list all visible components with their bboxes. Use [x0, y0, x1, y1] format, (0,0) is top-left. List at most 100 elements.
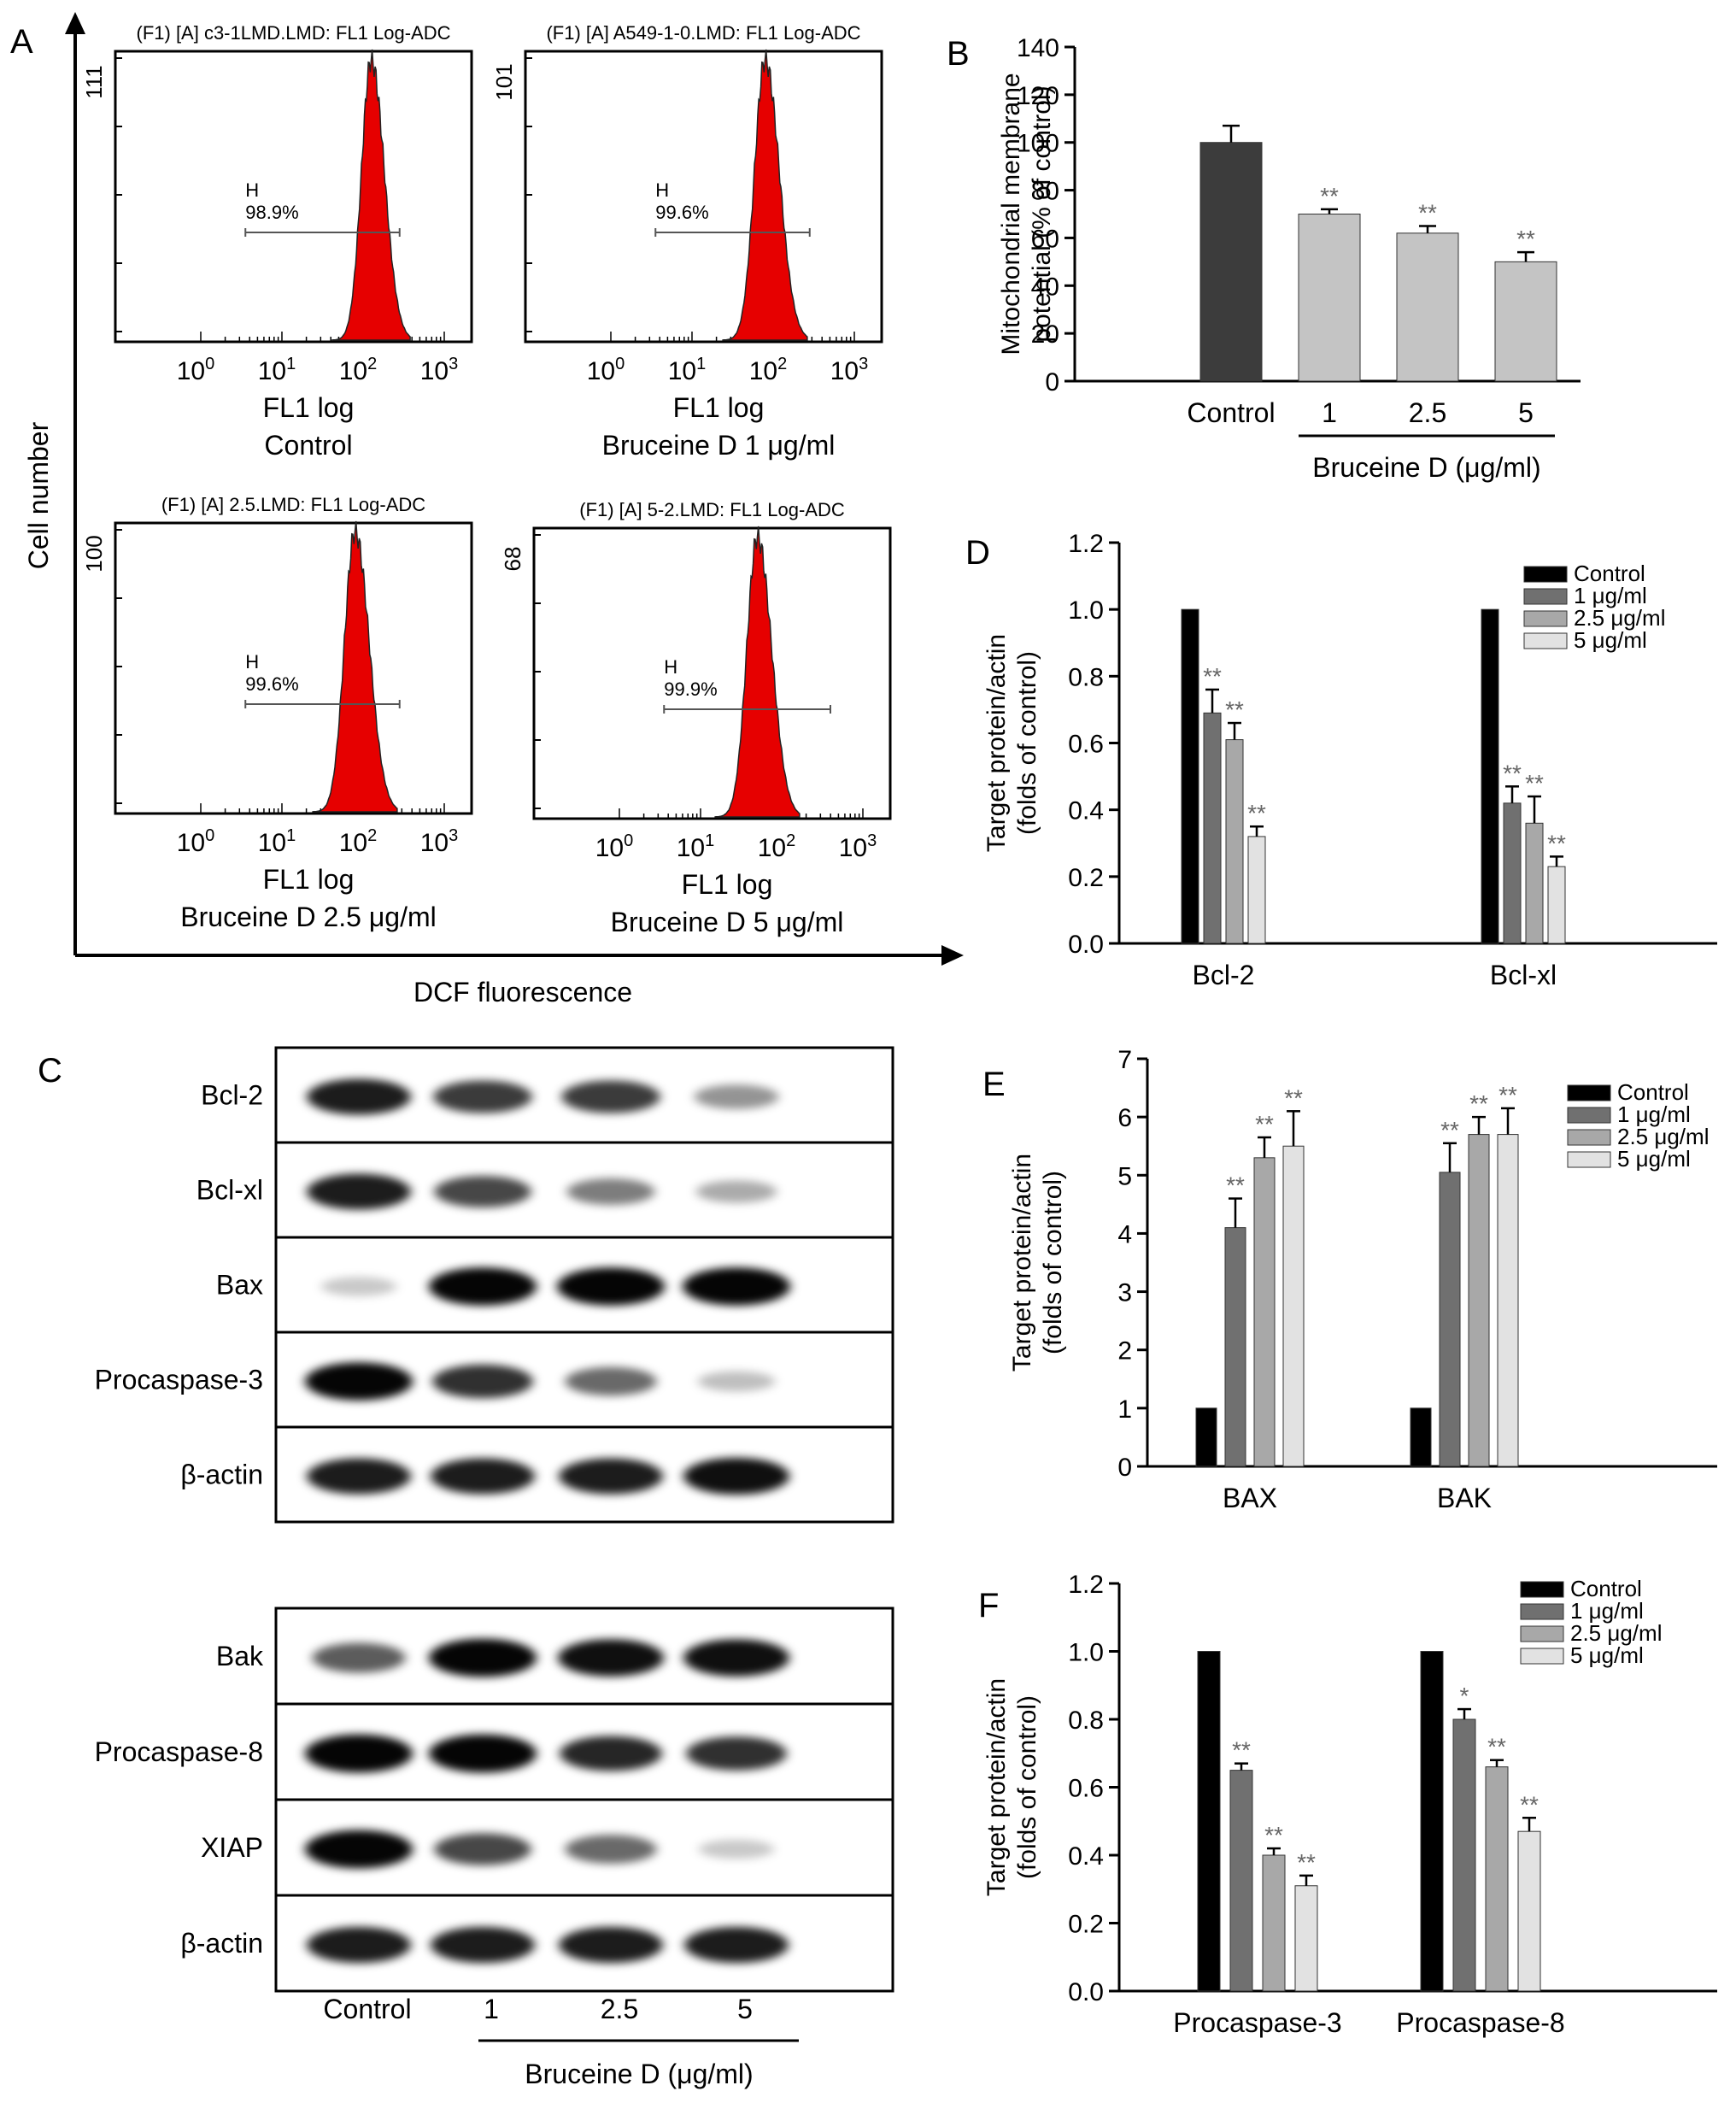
bar-2-5	[1396, 232, 1459, 382]
category-label-2-5: 2.5	[1409, 397, 1446, 428]
panel-letter-b: B	[947, 35, 970, 73]
lane-label-1: 1	[484, 1994, 499, 2024]
bar-bcl-xl-control	[1481, 608, 1499, 944]
category-label-procaspase-3: Procaspase-3	[1173, 2007, 1341, 2038]
legend-label-control: Control	[1574, 561, 1645, 586]
tick-exponent: 1	[286, 355, 296, 373]
tick-exponent: 3	[859, 355, 868, 373]
tick-base: 10	[420, 357, 449, 385]
tick-base: 10	[595, 834, 624, 862]
histogram-frame	[114, 521, 473, 815]
y-axis-label: Target protein/actin	[982, 634, 1011, 852]
legend-swatch-1-g-ml	[1567, 1107, 1611, 1124]
histogram-peak	[312, 520, 398, 813]
significance-marker: **	[1247, 800, 1266, 826]
significance-marker: **	[1418, 199, 1437, 226]
tick-base: 10	[177, 829, 205, 857]
y-tick-label: 0.6	[1068, 1775, 1104, 1803]
y-axis-label: Target protein/actin	[1008, 1154, 1036, 1372]
panel-letter-f: F	[978, 1587, 999, 1624]
histogram-header: (F1) [A] 2.5.LMD: FL1 Log-ADC	[161, 494, 425, 515]
histogram-peak	[331, 49, 411, 341]
histogram-frame	[532, 526, 892, 820]
significance-marker: **	[1503, 760, 1522, 786]
blot-band	[429, 1267, 537, 1306]
legend-swatch-control	[1567, 1084, 1611, 1101]
category-label-procaspase-8: Procaspase-8	[1396, 2007, 1564, 2038]
legend-label-1-g-ml: 1 μg/ml	[1617, 1101, 1691, 1127]
blot-band	[560, 1736, 662, 1771]
tick-exponent: 3	[449, 826, 458, 845]
tick-exponent: 2	[367, 826, 377, 845]
histogram-gate-label: H	[655, 179, 669, 201]
histogram-frame	[524, 50, 883, 344]
tick-exponent: 3	[867, 831, 877, 850]
significance-marker: **	[1469, 1090, 1488, 1117]
bar-bcl-2-control	[1181, 608, 1199, 944]
histogram-frame	[114, 50, 473, 344]
histogram-x-tick-label: 102	[758, 831, 796, 862]
blot-band	[429, 1734, 537, 1773]
y-tick-label: 0.4	[1068, 1842, 1104, 1871]
y-tick-label: 0.0	[1068, 1978, 1104, 2006]
histogram-x-label: FL1 log	[263, 864, 355, 895]
y-tick-label: 0	[1117, 1454, 1132, 1482]
histogram-gate-percent: 99.6%	[655, 202, 708, 223]
bar-bcl-2-2-5-g-ml	[1225, 739, 1244, 944]
lane-label-2-5: 2.5	[601, 1994, 638, 2024]
histogram-peak	[714, 526, 801, 818]
tick-exponent: 0	[615, 355, 625, 373]
y-tick-label: 1.0	[1068, 1639, 1104, 1667]
legend-swatch-2-5-g-ml	[1520, 1625, 1564, 1642]
tick-exponent: 2	[786, 831, 795, 850]
histogram-condition-label: Control	[264, 430, 352, 461]
legend-swatch-control	[1523, 566, 1568, 583]
significance-marker: **	[1232, 1737, 1251, 1764]
histogram-x-label: FL1 log	[263, 392, 355, 423]
blot-label-actin: β-actin	[180, 1460, 263, 1490]
legend-label-control: Control	[1570, 1576, 1642, 1601]
histogram-x-tick-label: 102	[749, 355, 788, 385]
tick-exponent: 1	[705, 831, 714, 850]
tick-base: 10	[758, 834, 786, 862]
blot-band	[565, 1835, 657, 1864]
legend-swatch-2-5-g-ml	[1567, 1129, 1611, 1146]
cell-number-axis-label: Cell number	[23, 421, 54, 569]
significance-marker: **	[1320, 183, 1339, 209]
bar-bak-2-5-g-ml	[1468, 1134, 1490, 1467]
bar-control	[1199, 142, 1263, 382]
histogram-gate-label: H	[245, 179, 259, 201]
blot-band	[307, 1926, 411, 1964]
blot-band	[698, 1839, 775, 1859]
significance-marker: **	[1297, 1849, 1316, 1876]
bar-5	[1494, 261, 1557, 382]
bar-bcl-xl-2-5-g-ml	[1525, 822, 1544, 944]
histogram-gate-percent: 99.9%	[664, 678, 717, 700]
histogram-header: (F1) [A] 5-2.LMD: FL1 Log-ADC	[579, 499, 845, 520]
tick-exponent: 2	[367, 355, 377, 373]
bar-procaspase-8-2-5-g-ml	[1485, 1766, 1509, 1992]
tick-base: 10	[420, 829, 449, 857]
blot-label-bak: Bak	[216, 1641, 264, 1671]
blot-band	[434, 1175, 531, 1208]
panel-letter-e: E	[982, 1066, 1006, 1103]
bar-procaspase-3-1-g-ml	[1229, 1770, 1253, 1992]
tick-exponent: 3	[449, 355, 458, 373]
tick-base: 10	[339, 829, 367, 857]
significance-marker: **	[1487, 1734, 1506, 1760]
y-tick-label: 1	[1117, 1395, 1132, 1424]
blot-band	[432, 1364, 533, 1399]
blot-band	[312, 1642, 406, 1673]
histogram-condition-label: Bruceine D 5 μg/ml	[611, 907, 844, 937]
y-tick-label: 0	[1045, 368, 1059, 397]
bar-procaspase-8-5-g-ml	[1517, 1830, 1541, 1992]
significance-marker: **	[1203, 663, 1222, 690]
category-label-5: 5	[1518, 397, 1534, 428]
legend-label-2-5-g-ml: 2.5 μg/ml	[1617, 1124, 1709, 1149]
category-label-bcl-xl: Bcl-xl	[1490, 960, 1557, 990]
y-tick-label: 7	[1117, 1046, 1132, 1074]
blot-band	[307, 1078, 411, 1115]
y-tick-label: 1.2	[1068, 530, 1104, 558]
tick-exponent: 1	[696, 355, 706, 373]
